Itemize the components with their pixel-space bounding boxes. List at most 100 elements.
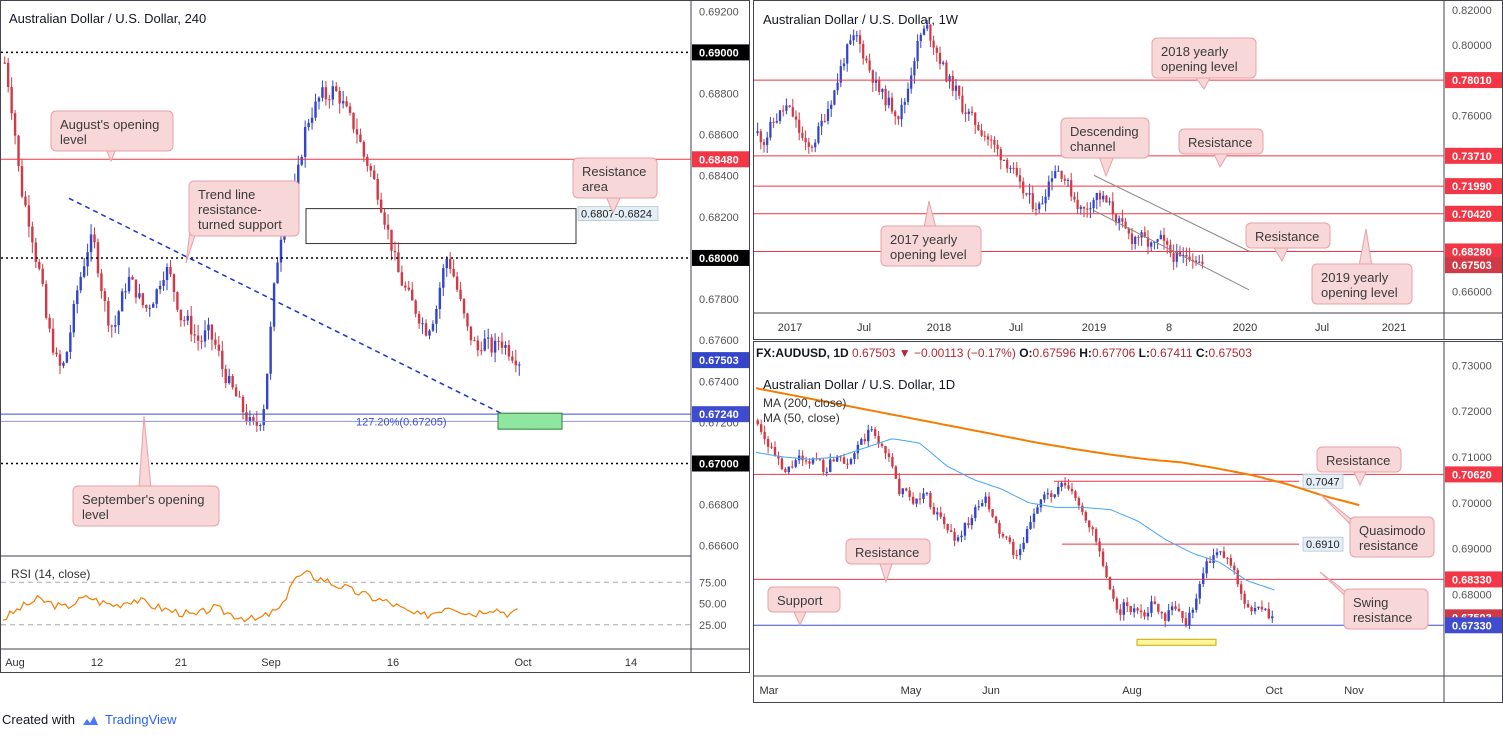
daily-candle-body — [905, 488, 908, 491]
h4-august-callout-box — [50, 110, 174, 152]
daily-candle-body — [1243, 593, 1246, 604]
weekly-candle-body — [1146, 237, 1150, 247]
daily-candle-body — [863, 439, 866, 442]
h4-candle-body — [442, 268, 445, 288]
h4-price-tick: 0.66600 — [699, 541, 739, 553]
weekly-2017-callout-text: opening level — [890, 247, 967, 262]
daily-close: 0.67503 — [1208, 346, 1252, 360]
daily-candle-body — [1094, 529, 1098, 542]
weekly-chart-panel[interactable]: 0.82000 0.80000 0.76000 0.66000 0.78010 0.737… — [753, 0, 1503, 340]
daily-candle-body — [991, 509, 994, 517]
h4-price-tick: 0.68200 — [699, 212, 739, 224]
weekly-candle-body — [817, 126, 820, 143]
daily-candle-body — [794, 460, 797, 467]
h4-price-tag-label: 0.68000 — [699, 253, 739, 265]
weekly-candle-body — [1166, 240, 1169, 245]
h4-candle-body — [303, 127, 307, 157]
daily-candle-body — [929, 492, 932, 508]
daily-time-tick: Mar — [760, 685, 779, 697]
daily-candle-body — [1215, 552, 1219, 556]
weekly-candle-body — [903, 101, 906, 105]
daily-candle-body — [911, 496, 915, 504]
h4-candle-body — [141, 293, 145, 306]
weekly-chart[interactable]: 0.82000 0.80000 0.76000 0.66000 0.78010 0.737… — [754, 1, 1503, 340]
weekly-candle-body — [778, 110, 782, 122]
weekly-res2-callout-text: Resistance — [1255, 229, 1319, 244]
h4-candle-body — [383, 212, 386, 225]
h4-candle-body — [203, 330, 207, 342]
weekly-candle-body — [1086, 208, 1089, 210]
daily-chart[interactable]: 0.73000 0.72000 0.71000 0.70000 0.69000 0.680… — [754, 342, 1503, 703]
h4-price-tag — [692, 249, 749, 266]
daily-candle-body — [946, 524, 949, 531]
h4-candle-body — [279, 239, 283, 263]
h4-candle-body — [169, 267, 172, 275]
daily-candle-body — [918, 498, 922, 500]
weekly-candle-body — [1134, 236, 1137, 245]
h4-time-tick: Sep — [261, 657, 281, 669]
weekly-candle-body — [794, 116, 798, 120]
h4-candle-body — [138, 293, 141, 298]
weekly-candle-body — [1162, 234, 1166, 241]
h4-chart[interactable]: 0.69200 0.68800 0.68600 0.68400 0.68200 0.678… — [1, 1, 750, 673]
h4-candle-body — [162, 279, 165, 286]
weekly-candle-body — [1025, 193, 1028, 195]
daily-chart-panel[interactable]: 0.73000 0.72000 0.71000 0.70000 0.69000 0.680… — [753, 341, 1503, 703]
footer-brand[interactable]: TradingView — [104, 712, 177, 727]
h4-candle-body — [217, 344, 221, 351]
h4-price-tag — [692, 151, 749, 168]
daily-candle-body — [1132, 608, 1136, 613]
daily-candle-body — [763, 431, 766, 440]
daily-candle-body — [977, 506, 980, 508]
daily-candle-body — [1150, 601, 1153, 613]
h4-candle-body — [114, 325, 117, 327]
h4-time-tick: Aug — [5, 657, 25, 669]
h4-price-tick: 0.66800 — [699, 500, 739, 512]
daily-candle-body — [1250, 607, 1253, 612]
h4-candle-body — [3, 62, 6, 64]
h4-candle-body — [224, 368, 227, 384]
daily-price-tag-label: 0.70620 — [1452, 469, 1492, 481]
h4-time-tick: 12 — [91, 657, 103, 669]
daily-candle-body — [1029, 522, 1032, 529]
weekly-candle-body — [1018, 175, 1022, 182]
weekly-candle-body — [977, 125, 980, 131]
h4-candle-body — [103, 291, 107, 302]
daily-res2-callout-box — [845, 538, 931, 565]
daily-candle-body — [1115, 598, 1119, 610]
weekly-candle-body — [1057, 170, 1060, 172]
weekly-2018-callout-text: opening level — [1161, 59, 1238, 74]
daily-candle-body — [1081, 505, 1084, 513]
daily-candle-body — [908, 490, 911, 497]
daily-candle-body — [953, 531, 956, 541]
daily-candle-body — [1032, 513, 1036, 523]
daily-candle-body — [1226, 557, 1229, 559]
weekly-candle-body — [1092, 200, 1095, 209]
h4-candle-body — [407, 287, 410, 290]
weekly-candle-body — [762, 142, 766, 145]
daily-candle-body — [759, 424, 763, 432]
daily-candle-body — [1139, 610, 1143, 613]
h4-trendline-callout-text: turned support — [198, 217, 282, 232]
daily-candle-body — [1129, 606, 1132, 613]
h4-chart-panel[interactable]: 0.69200 0.68800 0.68600 0.68400 0.68200 0.678… — [0, 0, 750, 673]
weekly-candle-body — [1066, 180, 1070, 182]
h4-candle-body — [176, 292, 179, 310]
daily-candle-body — [887, 453, 891, 458]
daily-candle-body — [939, 512, 942, 517]
h4-candle-body — [117, 311, 120, 326]
daily-candle-body — [1253, 607, 1257, 612]
weekly-price-tag-label: 0.67503 — [1452, 260, 1492, 272]
daily-candle-body — [1119, 609, 1122, 615]
h4-candle-body — [362, 141, 366, 157]
h4-candle-body — [455, 276, 459, 290]
h4-candle-body — [428, 330, 431, 336]
weekly-candle-body — [810, 146, 814, 148]
daily-candle-body — [925, 492, 929, 494]
daily-candle-body — [1060, 482, 1063, 487]
weekly-candle-body — [948, 76, 951, 82]
daily-chart-title: Australian Dollar / U.S. Dollar, 1D — [763, 377, 956, 392]
